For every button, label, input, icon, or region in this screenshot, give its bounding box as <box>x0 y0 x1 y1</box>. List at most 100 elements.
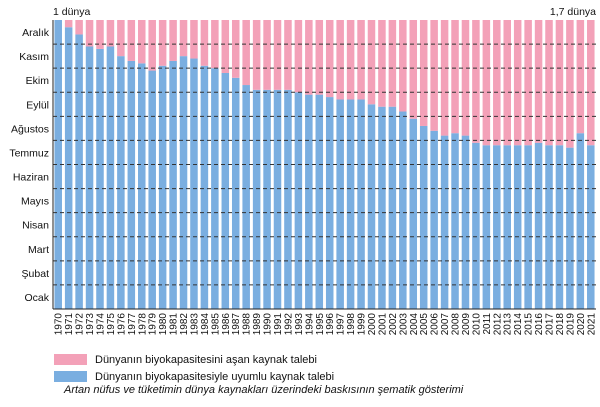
x-tick-label: 2003 <box>398 313 409 336</box>
bar-compatible-2003 <box>399 111 407 310</box>
bar-excess-2018 <box>555 20 564 146</box>
bar-excess-1996 <box>325 20 334 98</box>
bar-excess-2009 <box>461 20 470 136</box>
x-tick-label: 1994 <box>304 313 315 336</box>
x-tick-label: 1998 <box>346 313 357 336</box>
bar-excess-1989 <box>252 20 261 90</box>
x-tick-label: 2020 <box>576 313 587 336</box>
x-tick-label: 2007 <box>440 313 451 336</box>
y-tick-label: Ocak <box>24 292 49 304</box>
x-tick-label: 1982 <box>179 313 190 336</box>
x-tick-label: 1981 <box>169 313 180 336</box>
bar-excess-1981 <box>169 20 177 61</box>
x-tick-label: 2014 <box>513 313 524 336</box>
legend-label-excess: Dünyanın biyokapasitesini aşan kaynak ta… <box>95 353 317 366</box>
x-tick-label: 1985 <box>210 313 221 336</box>
bar-excess-1984 <box>200 20 209 66</box>
x-tick-label: 1971 <box>64 313 75 336</box>
x-tick-label: 2005 <box>419 313 430 336</box>
y-tick-label: Ağustos <box>11 123 49 135</box>
legend-swatch-compatible <box>54 371 87 382</box>
y-tick-label: Nisan <box>22 220 49 232</box>
bar-excess-1983 <box>190 20 198 59</box>
bar-compatible-1981 <box>169 60 177 309</box>
bar-compatible-1997 <box>336 99 344 309</box>
bar-compatible-1998 <box>346 99 355 309</box>
bar-compatible-1989 <box>252 89 261 309</box>
bar-excess-1988 <box>242 20 250 86</box>
bar-excess-2002 <box>388 20 397 107</box>
bar-excess-1975 <box>106 20 115 47</box>
bar-excess-2016 <box>534 20 543 143</box>
bar-compatible-1978 <box>138 63 146 309</box>
bar-excess-1987 <box>231 20 240 78</box>
legend-item-compatible: Dünyanın biyokapasitesiyle uyumlu kaynak… <box>54 368 334 385</box>
legend: Dünyanın biyokapasitesini aşan kaynak ta… <box>54 351 334 385</box>
bar-compatible-2005 <box>419 125 428 309</box>
x-tick-label: 1976 <box>116 313 127 336</box>
x-tick-label: 2000 <box>367 313 378 336</box>
bar-excess-2011 <box>482 20 491 146</box>
x-tick-label: 2004 <box>409 313 420 336</box>
bar-compatible-2019 <box>566 147 574 309</box>
x-tick-label: 1995 <box>315 313 326 336</box>
bar-compatible-2014 <box>513 145 522 309</box>
bar-excess-1997 <box>336 20 344 100</box>
x-tick-label: 1991 <box>273 313 284 336</box>
bar-excess-2014 <box>513 20 522 146</box>
y-tick-label: Eylül <box>26 99 49 111</box>
x-tick-label: 2017 <box>545 313 556 336</box>
x-tick-label: 2012 <box>492 313 503 336</box>
bar-compatible-1971 <box>64 27 73 309</box>
x-tick-label: 1978 <box>137 313 148 336</box>
bar-excess-1999 <box>357 20 365 100</box>
legend-item-excess: Dünyanın biyokapasitesini aşan kaynak ta… <box>54 351 334 368</box>
x-tick-label: 2013 <box>503 313 514 336</box>
bar-compatible-1984 <box>200 65 209 309</box>
y-tick-label: Aralık <box>22 27 50 39</box>
bar-compatible-1994 <box>305 94 313 309</box>
bar-compatible-1996 <box>325 97 334 309</box>
bar-excess-2000 <box>367 20 376 105</box>
bar-excess-1993 <box>294 20 303 93</box>
bar-excess-1998 <box>346 20 355 100</box>
bar-compatible-1976 <box>117 56 125 310</box>
bar-excess-1980 <box>158 20 167 66</box>
x-tick-label: 1996 <box>325 313 336 336</box>
y-tick-label: Ekim <box>26 75 50 87</box>
bar-compatible-2006 <box>430 130 438 309</box>
x-tick-label: 1997 <box>336 313 347 336</box>
bar-excess-1992 <box>284 20 292 90</box>
x-tick-label: 1992 <box>283 313 294 336</box>
bar-compatible-2018 <box>555 145 564 309</box>
bar-compatible-1983 <box>190 58 198 309</box>
bar-compatible-1992 <box>284 89 292 309</box>
bar-compatible-2011 <box>482 145 491 309</box>
bar-compatible-1972 <box>75 34 83 309</box>
bar-compatible-2017 <box>545 145 553 309</box>
x-tick-label: 2008 <box>451 313 462 336</box>
bar-compatible-1993 <box>294 92 303 309</box>
bar-compatible-1970 <box>54 20 62 309</box>
bar-compatible-1990 <box>263 89 271 309</box>
bar-excess-2021 <box>587 20 595 146</box>
x-tick-label: 2015 <box>524 313 535 336</box>
y-tick-label: Şubat <box>22 268 50 280</box>
x-tick-label: 1988 <box>242 313 253 336</box>
legend-swatch-excess <box>54 354 87 365</box>
bar-compatible-1986 <box>221 72 230 309</box>
x-tick-label: 1977 <box>127 313 138 336</box>
bar-excess-1972 <box>75 20 83 35</box>
bar-excess-2006 <box>430 20 438 131</box>
bar-compatible-2016 <box>534 142 543 309</box>
bar-compatible-2013 <box>503 145 511 309</box>
bar-compatible-1995 <box>315 94 324 309</box>
x-tick-label: 2021 <box>586 313 597 336</box>
bar-compatible-1977 <box>127 60 136 309</box>
bar-compatible-2015 <box>524 145 532 309</box>
x-tick-label: 2019 <box>565 313 576 336</box>
bar-compatible-1975 <box>106 46 115 310</box>
x-tick-label: 2001 <box>377 313 388 336</box>
bar-compatible-2021 <box>587 145 595 309</box>
